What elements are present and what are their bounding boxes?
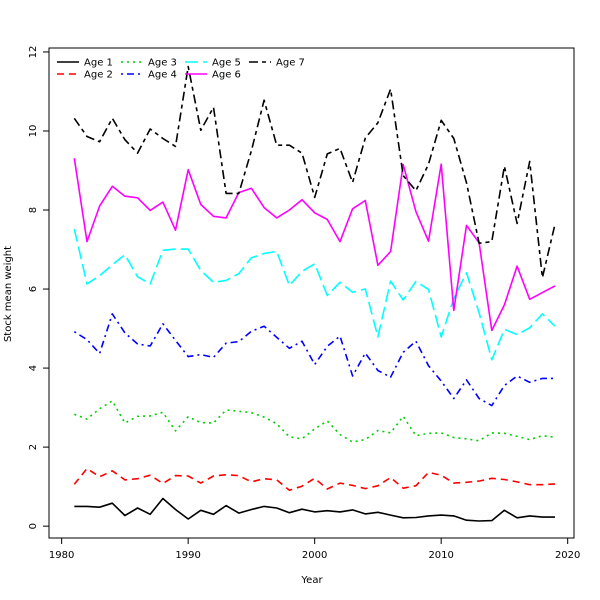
legend-label-age-2: Age 2 (84, 70, 113, 81)
x-tick-label-2010: 2010 (428, 550, 453, 561)
x-tick-label-2020: 2020 (555, 550, 580, 561)
x-axis: 1980 1990 2000 2010 2020 (49, 538, 580, 561)
y-axis-title: Stock mean weight (3, 246, 14, 342)
series-line-age-3 (74, 400, 556, 443)
y-tick-label-8: 8 (28, 207, 39, 213)
legend-label-age-1: Age 1 (84, 58, 113, 69)
series-line-age-2 (73, 467, 556, 492)
y-tick-label-12: 12 (28, 46, 39, 59)
y-tick-label-2: 2 (28, 444, 39, 450)
x-tick-label-1980: 1980 (49, 550, 74, 561)
x-tick-label-1990: 1990 (175, 550, 200, 561)
series-line-age-5 (73, 228, 556, 361)
y-tick-label-10: 10 (28, 125, 39, 138)
y-tick-label-4: 4 (28, 365, 39, 371)
y-tick-label-0: 0 (28, 523, 39, 529)
legend-label-age-6: Age 6 (212, 70, 241, 81)
series-line-age-7 (73, 65, 556, 279)
series-line-age-1 (74, 497, 555, 522)
legend-label-age-7: Age 7 (276, 58, 305, 69)
x-tick-label-2000: 2000 (302, 550, 327, 561)
legend-label-age-3: Age 3 (148, 58, 177, 69)
series-line-age-6 (73, 158, 556, 332)
legend-label-age-4: Age 4 (148, 70, 177, 81)
series-layer (73, 65, 556, 522)
y-axis: 0 2 4 6 8 10 12 (28, 46, 49, 529)
plot-frame (48, 47, 575, 539)
y-tick-label-6: 6 (28, 286, 39, 292)
x-axis-title: Year (300, 575, 323, 586)
series-line-age-4 (73, 313, 555, 407)
legend-label-age-5: Age 5 (212, 58, 241, 69)
